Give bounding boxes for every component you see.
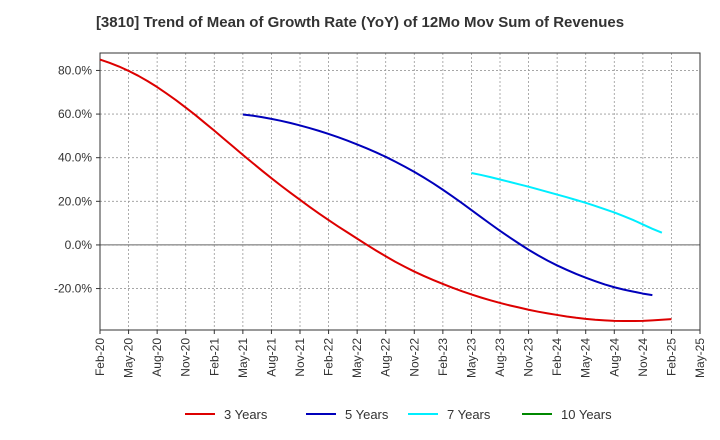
legend-label: 10 Years bbox=[561, 407, 612, 422]
x-tick-label: May-24 bbox=[579, 338, 593, 378]
y-tick-label: 80.0% bbox=[58, 63, 92, 77]
legend-label: 5 Years bbox=[345, 407, 389, 422]
x-tick-label: May-23 bbox=[464, 338, 478, 378]
y-tick-label: 60.0% bbox=[58, 107, 92, 121]
x-tick-label: Feb-20 bbox=[93, 338, 107, 376]
y-tick-label: -20.0% bbox=[54, 282, 92, 296]
x-tick-label: Nov-22 bbox=[407, 338, 421, 377]
x-tick-label: May-20 bbox=[122, 338, 136, 378]
x-tick-label: May-22 bbox=[350, 338, 364, 378]
x-tick-label: Nov-20 bbox=[179, 338, 193, 377]
series-lines bbox=[99, 58, 672, 323]
x-tick-label: Feb-25 bbox=[664, 338, 678, 376]
chart-title: [3810] Trend of Mean of Growth Rate (YoY… bbox=[95, 14, 625, 31]
x-tick-label: May-25 bbox=[693, 338, 707, 378]
x-tick-label: Aug-20 bbox=[150, 338, 164, 377]
legend-label: 3 Years bbox=[224, 407, 268, 422]
x-tick-label: Nov-24 bbox=[636, 338, 650, 377]
plot-frame bbox=[99, 52, 701, 331]
x-tick-label: Feb-24 bbox=[550, 338, 564, 376]
x-tick-label: Feb-22 bbox=[322, 338, 336, 376]
x-tick-label: Feb-21 bbox=[207, 338, 221, 376]
y-tick-label: 40.0% bbox=[58, 151, 92, 165]
legend: 3 Years 5 Years 7 Years 10 Years bbox=[185, 407, 612, 422]
series-line-3-years bbox=[99, 58, 672, 323]
x-tick-label: Nov-23 bbox=[522, 338, 536, 377]
x-tick-label: Aug-23 bbox=[493, 338, 507, 377]
series-line-5-years bbox=[242, 113, 653, 297]
legend-label: 7 Years bbox=[447, 407, 491, 422]
x-tick-label: Aug-21 bbox=[264, 338, 278, 377]
series-line-7-years bbox=[471, 171, 663, 234]
y-tick-label: 0.0% bbox=[65, 238, 93, 252]
x-tick-label: Feb-23 bbox=[436, 338, 450, 376]
x-tick-label: Aug-22 bbox=[379, 338, 393, 377]
x-tick-label: May-21 bbox=[236, 338, 250, 378]
grid bbox=[99, 53, 701, 330]
x-tick-label: Aug-24 bbox=[607, 338, 621, 377]
axes: 80.0% 60.0% 40.0% 20.0% 0.0% -20.0% Feb-20 May-… bbox=[54, 52, 707, 378]
x-tick-label: Nov-21 bbox=[293, 338, 307, 377]
y-tick-label: 20.0% bbox=[58, 194, 92, 208]
